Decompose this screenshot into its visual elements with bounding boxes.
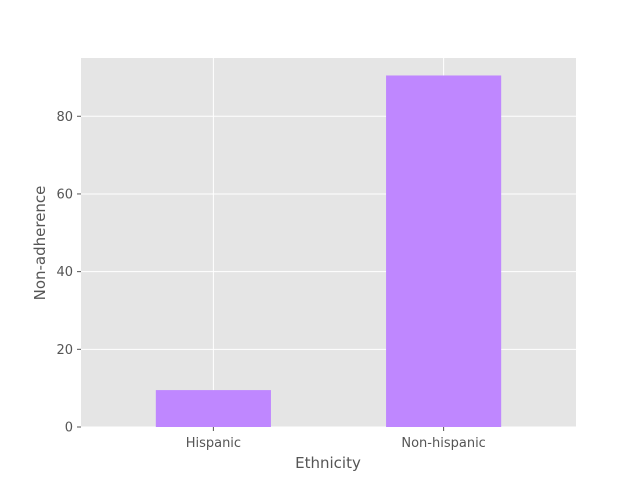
bar-non-hispanic xyxy=(386,75,502,428)
bar-hispanic xyxy=(155,390,271,427)
x-axis-label: Ethnicity xyxy=(295,454,361,472)
x-tick-label: Hispanic xyxy=(186,436,241,451)
y-tick-label: 20 xyxy=(56,343,73,358)
y-ticks: 0 20 40 60 80 xyxy=(56,110,81,436)
y-axis-label: Non-adherence xyxy=(31,186,49,301)
y-tick-label: 40 xyxy=(56,265,73,280)
bars xyxy=(155,75,502,428)
x-tick-label: Non-hispanic xyxy=(401,436,485,451)
plot-background xyxy=(81,58,576,427)
y-tick-label: 0 xyxy=(65,421,73,436)
y-tick-label: 60 xyxy=(56,187,73,202)
y-tick-label: 80 xyxy=(56,110,73,125)
x-ticks: Hispanic Non-hispanic xyxy=(186,427,486,451)
